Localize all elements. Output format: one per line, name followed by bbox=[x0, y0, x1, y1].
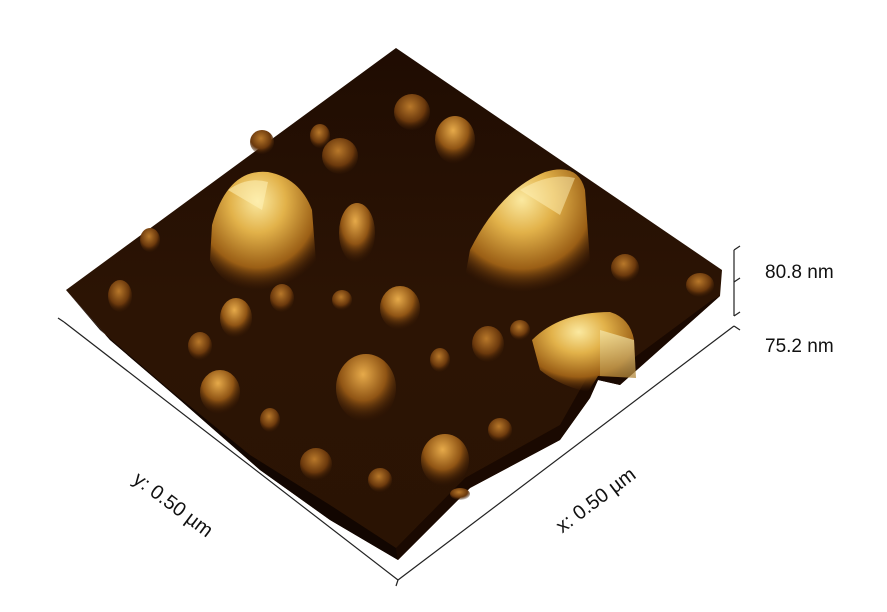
bump bbox=[380, 286, 420, 330]
bump bbox=[200, 370, 240, 414]
surface-front-right-edge bbox=[396, 296, 720, 560]
bump bbox=[260, 408, 280, 432]
x-axis-tick-end bbox=[733, 325, 741, 331]
bump bbox=[510, 320, 530, 340]
bump bbox=[472, 326, 504, 362]
y-axis-line bbox=[63, 321, 399, 581]
bump bbox=[430, 348, 450, 372]
surface-front-left-edge bbox=[66, 290, 398, 560]
z-scale-bottom-label: 75.2 nm bbox=[765, 336, 834, 357]
peak-large-right bbox=[466, 169, 590, 292]
bump bbox=[332, 290, 352, 310]
bump bbox=[435, 116, 475, 164]
bump bbox=[220, 298, 252, 338]
bump bbox=[488, 418, 512, 442]
bump bbox=[250, 130, 274, 154]
y-axis-tick-end bbox=[395, 579, 399, 587]
bump bbox=[140, 228, 160, 252]
z-axis-tick-mid bbox=[733, 277, 741, 283]
bump bbox=[108, 280, 132, 312]
axis-lines bbox=[57, 245, 741, 587]
z-axis-tick-bottom bbox=[733, 311, 741, 317]
peak-lower-right bbox=[532, 312, 636, 392]
bump bbox=[450, 488, 470, 500]
bump bbox=[686, 273, 714, 297]
bump bbox=[394, 94, 430, 130]
peak-large-left bbox=[210, 171, 316, 290]
y-axis-tick-start bbox=[57, 317, 65, 323]
z-scale-top-label: 80.8 nm bbox=[765, 262, 834, 283]
bump bbox=[300, 448, 332, 480]
bump bbox=[611, 254, 639, 282]
bump bbox=[188, 332, 212, 360]
bump bbox=[336, 354, 396, 422]
x-axis-line bbox=[397, 325, 735, 581]
bump bbox=[322, 138, 358, 174]
bump bbox=[270, 284, 294, 312]
bump bbox=[310, 124, 330, 148]
z-axis-tick-top bbox=[733, 245, 741, 251]
bump bbox=[339, 203, 375, 263]
bump bbox=[368, 468, 392, 492]
bump bbox=[421, 434, 469, 486]
